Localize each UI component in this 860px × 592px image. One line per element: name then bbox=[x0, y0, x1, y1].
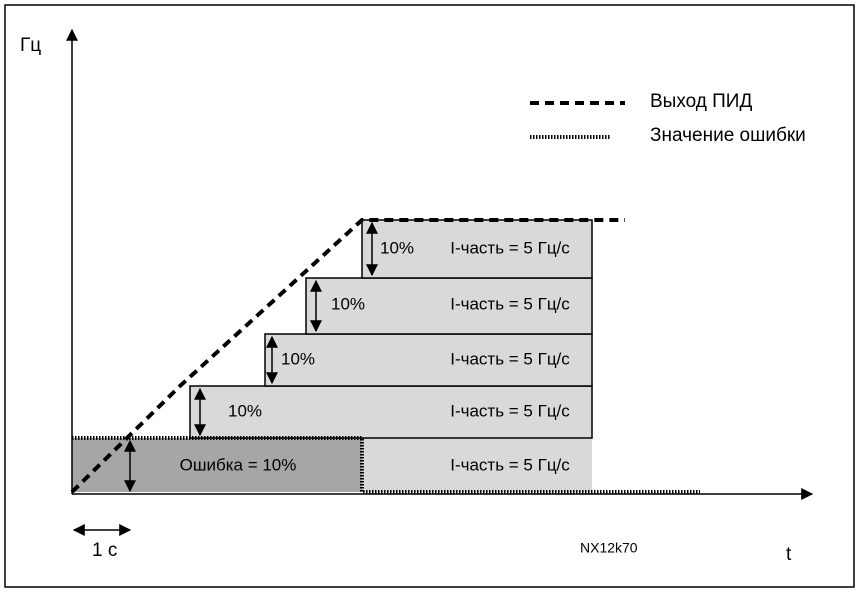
step-label: I-часть = 5 Гц/с bbox=[450, 349, 570, 368]
figure-id: NX12k70 bbox=[580, 540, 638, 556]
error-label: Ошибка = 10% bbox=[180, 455, 297, 474]
pid-line bbox=[70, 218, 625, 494]
step-block bbox=[264, 333, 593, 387]
y-axis-label: Гц bbox=[20, 35, 41, 56]
part-label: I-часть = 5 Гц/с bbox=[450, 455, 570, 474]
time-scale-label: 1 с bbox=[92, 540, 117, 561]
step-block bbox=[361, 219, 593, 279]
step-label: I-часть = 5 Гц/с bbox=[450, 294, 570, 313]
frame bbox=[4, 4, 855, 588]
legend-label: Значение ошибки bbox=[650, 125, 806, 146]
step-label: I-часть = 5 Гц/с bbox=[450, 238, 570, 257]
step-block bbox=[362, 438, 592, 492]
error-line bbox=[72, 436, 700, 494]
x-axis-label: t bbox=[786, 544, 792, 565]
step-percent: 10% bbox=[281, 349, 315, 368]
step-block bbox=[305, 277, 593, 335]
legend-label: Выход ПИД bbox=[650, 91, 752, 112]
step-percent: 10% bbox=[380, 238, 414, 257]
step-percent: 10% bbox=[228, 401, 262, 420]
step-label: I-часть = 5 Гц/с bbox=[450, 401, 570, 420]
step-percent: 10% bbox=[331, 294, 365, 313]
